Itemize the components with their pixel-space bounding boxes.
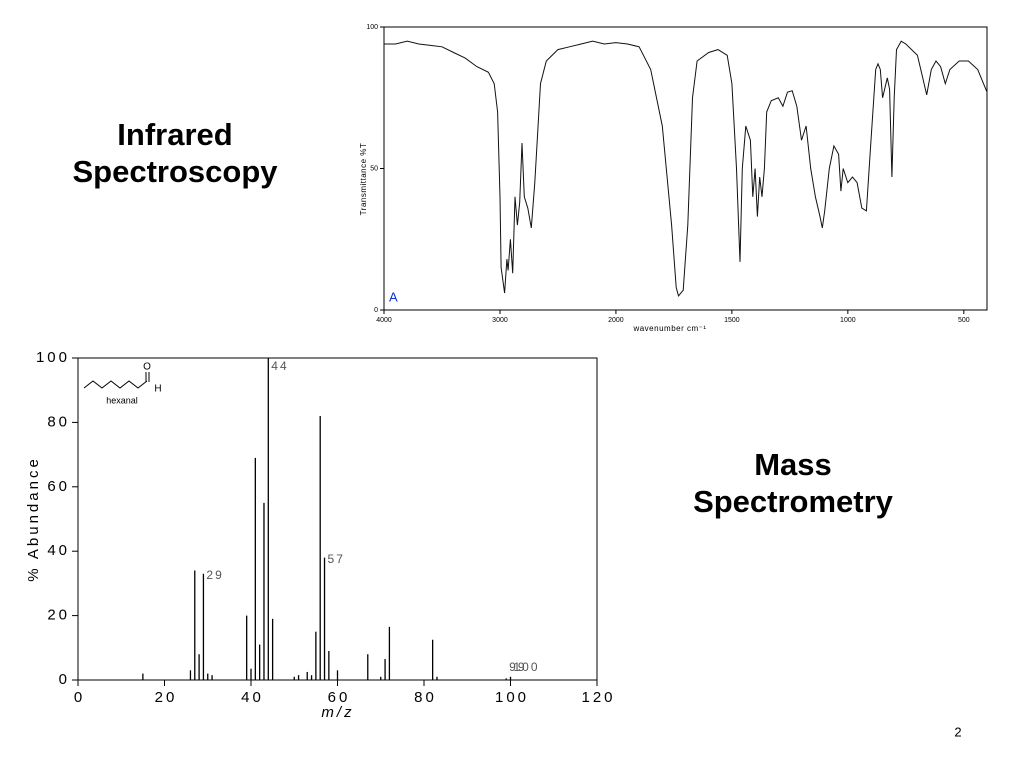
y-tick-label: 100 xyxy=(36,349,70,366)
y-axis-label: Transmittance %T xyxy=(359,143,368,216)
y-tick-label: 0 xyxy=(59,671,70,688)
peak-label: 100 xyxy=(514,660,540,674)
x-tick-label: 120 xyxy=(581,689,615,706)
x-tick-label: 80 xyxy=(414,689,437,706)
peak-label: 29 xyxy=(206,568,223,582)
structure-name: hexanal xyxy=(106,395,138,405)
x-tick-label: 100 xyxy=(495,689,529,706)
plot-frame xyxy=(77,357,598,681)
x-tick-label: 20 xyxy=(155,689,178,706)
x-axis-label: wavenumber cm⁻¹ xyxy=(632,324,706,333)
peak-label: 99 xyxy=(509,660,526,674)
y-tick-label: 100 xyxy=(366,24,378,31)
x-tick-label: 3000 xyxy=(492,317,508,324)
peak-label: 57 xyxy=(328,552,345,566)
x-tick-label: 0 xyxy=(74,689,85,706)
y-tick-label: 40 xyxy=(47,542,70,559)
heading: Mass Spectrometry xyxy=(693,447,893,519)
structure-bonds xyxy=(83,380,148,389)
x-tick-label: 60 xyxy=(328,689,351,706)
y-tick-label: 0 xyxy=(374,307,378,314)
y-tick-label: 80 xyxy=(47,413,70,430)
y-tick-label: 60 xyxy=(47,478,70,495)
x-tick-label: 2000 xyxy=(608,317,624,324)
atom-label: H xyxy=(154,384,161,395)
y-tick-label: 50 xyxy=(370,165,378,172)
spectrum-line xyxy=(384,40,988,297)
x-tick-label: 40 xyxy=(241,689,264,706)
x-tick-label: 1000 xyxy=(840,317,856,324)
x-tick-label: 1500 xyxy=(724,317,740,324)
plot-frame xyxy=(383,26,988,311)
heading: Infrared Spectroscopy xyxy=(72,117,278,189)
y-tick-label: 20 xyxy=(47,607,70,624)
y-axis-label: % Abundance xyxy=(25,456,42,582)
page-number: 2 xyxy=(954,724,961,739)
annotation: A xyxy=(389,289,398,304)
peak-label: 44 xyxy=(271,359,288,373)
atom-label: O xyxy=(143,362,151,373)
x-tick-label: 500 xyxy=(958,317,970,324)
x-axis-label: m/z xyxy=(321,704,354,721)
x-tick-label: 4000 xyxy=(376,317,392,324)
